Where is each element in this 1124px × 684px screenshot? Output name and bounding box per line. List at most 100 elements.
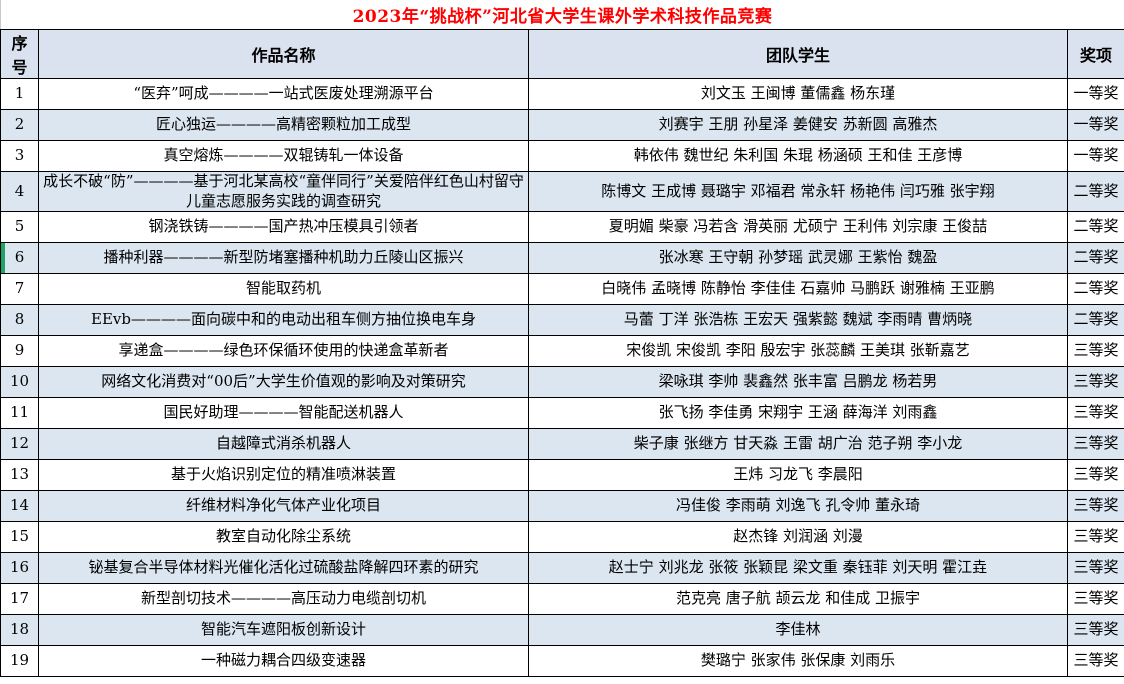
work-title-cell[interactable]: 基于火焰识别定位的精准喷淋装置 (38, 459, 529, 491)
row-number-cell[interactable]: 18 (0, 614, 39, 646)
award-cell[interactable]: 三等奖 (1067, 583, 1124, 615)
header-students[interactable]: 团队学生 (528, 29, 1068, 79)
award-cell[interactable]: 一等奖 (1067, 140, 1124, 172)
award-cell[interactable]: 三等奖 (1067, 521, 1124, 553)
team-students-cell[interactable]: 梁咏琪 李帅 裴鑫然 张丰富 吕鹏龙 杨若男 (528, 366, 1068, 398)
row-number-cell[interactable]: 8 (0, 304, 39, 336)
row-number-cell[interactable]: 10 (0, 366, 39, 398)
work-title-cell[interactable]: 铋基复合半导体材料光催化活化过硫酸盐降解四环素的研究 (38, 552, 529, 584)
row-number-cell[interactable]: 5 (0, 211, 39, 243)
header-work[interactable]: 作品名称 (38, 29, 529, 79)
work-title-cell[interactable]: 教室自动化除尘系统 (38, 521, 529, 553)
header-number[interactable]: 序号 (0, 29, 39, 79)
work-title-cell[interactable]: 智能取药机 (38, 273, 529, 305)
table-row: 5 钢浇铁铸————国产热冲压模具引领者 夏明媚 柴豪 冯若含 滑英丽 尤硕宁 … (0, 211, 1124, 243)
row-number-cell[interactable]: 4 (0, 171, 39, 212)
header-row: 序号 作品名称 团队学生 奖项 (0, 29, 1124, 79)
table-row: 19 一种磁力耦合四级变速器 樊璐宁 张家伟 张保康 刘雨乐 三等奖 (0, 645, 1124, 677)
award-cell[interactable]: 三等奖 (1067, 459, 1124, 491)
row-number-cell[interactable]: 6 (0, 242, 39, 274)
table-row: 13 基于火焰识别定位的精准喷淋装置 王炜 习龙飞 李晨阳 三等奖 (0, 459, 1124, 491)
team-students-cell[interactable]: 赵士宁 刘兆龙 张筱 张颖昆 梁文重 秦钰菲 刘天明 霍江垚 (528, 552, 1068, 584)
team-students-cell[interactable]: 樊璐宁 张家伟 张保康 刘雨乐 (528, 645, 1068, 677)
award-cell[interactable]: 三等奖 (1067, 552, 1124, 584)
row-number-cell[interactable]: 7 (0, 273, 39, 305)
table-row: 17 新型剖切技术————高压动力电缆剖切机 范克亮 唐子航 颉云龙 和佳成 卫… (0, 583, 1124, 615)
award-cell[interactable]: 一等奖 (1067, 109, 1124, 141)
award-cell[interactable]: 一等奖 (1067, 78, 1124, 110)
team-students-cell[interactable]: 张飞扬 李佳勇 宋翔宇 王涵 薛海洋 刘雨鑫 (528, 397, 1068, 429)
team-students-cell[interactable]: 张冰寒 王守朝 孙梦瑶 武灵娜 王紫怡 魏盈 (528, 242, 1068, 274)
table-row: 6 播种利器————新型防堵塞播种机助力丘陵山区振兴 张冰寒 王守朝 孙梦瑶 武… (0, 242, 1124, 274)
row-number-cell[interactable]: 3 (0, 140, 39, 172)
work-title-cell[interactable]: 国民好助理————智能配送机器人 (38, 397, 529, 429)
table-row: 10 网络文化消费对“00后”大学生价值观的影响及对策研究 梁咏琪 李帅 裴鑫然… (0, 366, 1124, 398)
table-row: 15 教室自动化除尘系统 赵杰锋 刘润涵 刘漫 三等奖 (0, 521, 1124, 553)
work-title-cell[interactable]: EEvb————面向碳中和的电动出租车侧方抽位换电车身 (38, 304, 529, 336)
team-students-cell[interactable]: 范克亮 唐子航 颉云龙 和佳成 卫振宇 (528, 583, 1068, 615)
table-row: 7 智能取药机 白晓伟 孟晓博 陈静怡 李佳佳 石嘉帅 马鹏跃 谢雅楠 王亚鹏 … (0, 273, 1124, 305)
row-number-cell[interactable]: 9 (0, 335, 39, 367)
work-title-cell[interactable]: 纤维材料净化气体产业化项目 (38, 490, 529, 522)
row-number-cell[interactable]: 17 (0, 583, 39, 615)
work-title-cell[interactable]: 钢浇铁铸————国产热冲压模具引领者 (38, 211, 529, 243)
team-students-cell[interactable]: 白晓伟 孟晓博 陈静怡 李佳佳 石嘉帅 马鹏跃 谢雅楠 王亚鹏 (528, 273, 1068, 305)
work-title-cell[interactable]: 播种利器————新型防堵塞播种机助力丘陵山区振兴 (38, 242, 529, 274)
award-cell[interactable]: 二等奖 (1067, 273, 1124, 305)
team-students-cell[interactable]: 马蕾 丁洋 张浩栋 王宏天 强紫懿 魏斌 李雨晴 曹炳晓 (528, 304, 1068, 336)
table-row: 1 “医弃”呵成————一站式医废处理溯源平台 刘文玉 王闽博 董儒鑫 杨东瑾 … (0, 78, 1124, 110)
award-cell[interactable]: 三等奖 (1067, 614, 1124, 646)
team-students-cell[interactable]: 陈博文 王成博 聂璐宇 邓福君 常永轩 杨艳伟 闫巧雅 张宇翔 (528, 171, 1068, 212)
header-award[interactable]: 奖项 (1067, 29, 1124, 79)
row-number-cell[interactable]: 19 (0, 645, 39, 677)
award-cell[interactable]: 二等奖 (1067, 171, 1124, 212)
row-number-cell[interactable]: 12 (0, 428, 39, 460)
awards-table: 序号 作品名称 团队学生 奖项 1 “医弃”呵成————一站式医废处理溯源平台 … (0, 29, 1124, 677)
sheet-title: 2023年“挑战杯”河北省大学生课外学术科技作品竞赛 (352, 7, 773, 27)
work-title-cell[interactable]: 一种磁力耦合四级变速器 (38, 645, 529, 677)
team-students-cell[interactable]: 李佳林 (528, 614, 1068, 646)
work-title-cell[interactable]: 匠心独运————高精密颗粒加工成型 (38, 109, 529, 141)
row-number-cell[interactable]: 13 (0, 459, 39, 491)
team-students-cell[interactable]: 冯佳俊 李雨萌 刘逸飞 孔令帅 董永琦 (528, 490, 1068, 522)
work-title-cell[interactable]: 智能汽车遮阳板创新设计 (38, 614, 529, 646)
team-students-cell[interactable]: 刘文玉 王闽博 董儒鑫 杨东瑾 (528, 78, 1068, 110)
team-students-cell[interactable]: 夏明媚 柴豪 冯若含 滑英丽 尤硕宁 王利伟 刘宗康 王俊喆 (528, 211, 1068, 243)
work-title-cell[interactable]: 新型剖切技术————高压动力电缆剖切机 (38, 583, 529, 615)
table-row: 4 成长不破“防”————基于河北某高校“童伴同行”关爱陪伴红色山村留守儿童志愿… (0, 171, 1124, 212)
award-cell[interactable]: 三等奖 (1067, 366, 1124, 398)
work-title-cell[interactable]: 自越障式消杀机器人 (38, 428, 529, 460)
row-number-cell[interactable]: 11 (0, 397, 39, 429)
award-cell[interactable]: 二等奖 (1067, 304, 1124, 336)
award-cell[interactable]: 三等奖 (1067, 645, 1124, 677)
award-cell[interactable]: 二等奖 (1067, 211, 1124, 243)
row-number-cell[interactable]: 14 (0, 490, 39, 522)
award-cell[interactable]: 三等奖 (1067, 428, 1124, 460)
team-students-cell[interactable]: 赵杰锋 刘润涵 刘漫 (528, 521, 1068, 553)
award-cell[interactable]: 三等奖 (1067, 397, 1124, 429)
work-title-cell[interactable]: 成长不破“防”————基于河北某高校“童伴同行”关爱陪伴红色山村留守儿童志愿服务… (38, 171, 529, 212)
title-row[interactable]: 2023年“挑战杯”河北省大学生课外学术科技作品竞赛 (0, 0, 1124, 29)
work-title-cell[interactable]: 真空熔炼————双辊铸轧一体设备 (38, 140, 529, 172)
table-row: 12 自越障式消杀机器人 柴子康 张继方 甘天淼 王雷 胡广治 范子朔 李小龙 … (0, 428, 1124, 460)
row-number-cell[interactable]: 2 (0, 109, 39, 141)
team-students-cell[interactable]: 刘赛宇 王朋 孙星泽 姜健安 苏新圆 高雅杰 (528, 109, 1068, 141)
table-row: 11 国民好助理————智能配送机器人 张飞扬 李佳勇 宋翔宇 王涵 薛海洋 刘… (0, 397, 1124, 429)
award-cell[interactable]: 二等奖 (1067, 242, 1124, 274)
work-title-cell[interactable]: 网络文化消费对“00后”大学生价值观的影响及对策研究 (38, 366, 529, 398)
team-students-cell[interactable]: 王炜 习龙飞 李晨阳 (528, 459, 1068, 491)
work-title-cell[interactable]: 享递盒————绿色环保循环使用的快递盒革新者 (38, 335, 529, 367)
table-row: 9 享递盒————绿色环保循环使用的快递盒革新者 宋俊凯 宋俊凯 李阳 殷宏宇 … (0, 335, 1124, 367)
team-students-cell[interactable]: 柴子康 张继方 甘天淼 王雷 胡广治 范子朔 李小龙 (528, 428, 1068, 460)
row-number-cell[interactable]: 16 (0, 552, 39, 584)
table-row: 8 EEvb————面向碳中和的电动出租车侧方抽位换电车身 马蕾 丁洋 张浩栋 … (0, 304, 1124, 336)
table-row: 14 纤维材料净化气体产业化项目 冯佳俊 李雨萌 刘逸飞 孔令帅 董永琦 三等奖 (0, 490, 1124, 522)
work-title-cell[interactable]: “医弃”呵成————一站式医废处理溯源平台 (38, 78, 529, 110)
row-number-cell[interactable]: 15 (0, 521, 39, 553)
team-students-cell[interactable]: 韩依伟 魏世纪 朱利国 朱琨 杨涵硕 王和佳 王彦博 (528, 140, 1068, 172)
team-students-cell[interactable]: 宋俊凯 宋俊凯 李阳 殷宏宇 张蕊麟 王美琪 张靳嘉艺 (528, 335, 1068, 367)
award-cell[interactable]: 三等奖 (1067, 335, 1124, 367)
row-number-cell[interactable]: 1 (0, 78, 39, 110)
award-cell[interactable]: 三等奖 (1067, 490, 1124, 522)
